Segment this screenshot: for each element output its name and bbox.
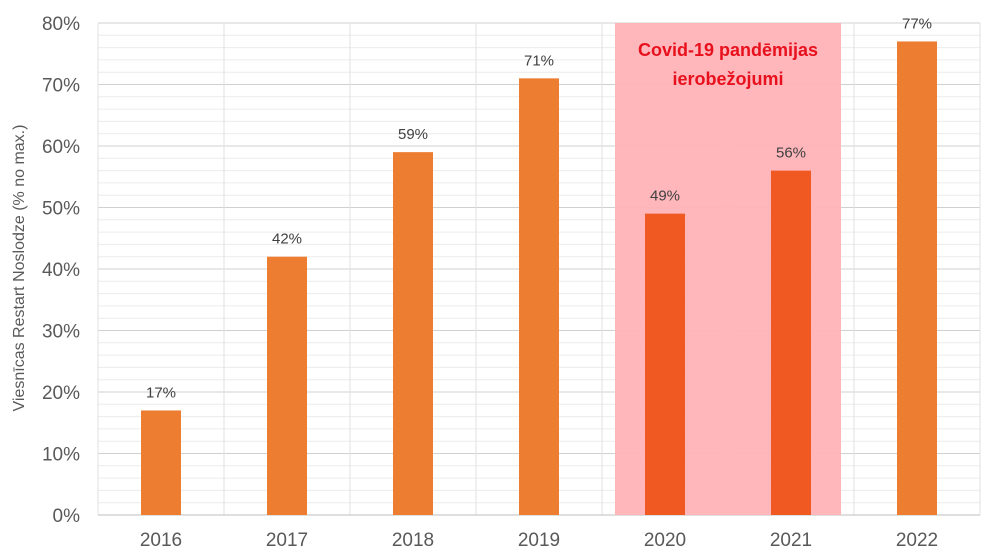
y-tick-label: 70% bbox=[42, 76, 80, 97]
bar-2017 bbox=[267, 256, 307, 515]
bar-2022 bbox=[897, 41, 937, 515]
data-label-2021: 56% bbox=[776, 145, 806, 162]
y-tick-label: 20% bbox=[42, 383, 80, 404]
bar-2016 bbox=[141, 410, 181, 515]
x-tick-label: 2018 bbox=[392, 530, 434, 551]
y-tick-label: 10% bbox=[42, 445, 80, 466]
y-tick-label: 40% bbox=[42, 260, 80, 281]
data-labels: 17% 42% 59% 71% 49% 56% 77% bbox=[146, 15, 932, 401]
data-label-2016: 17% bbox=[146, 384, 176, 401]
data-label-2017: 42% bbox=[272, 231, 302, 248]
y-tick-label: 0% bbox=[53, 506, 81, 527]
y-tick-label: 60% bbox=[42, 137, 80, 158]
x-tick-label: 2022 bbox=[896, 530, 938, 551]
y-tick-label: 80% bbox=[42, 14, 80, 35]
x-tick-labels: 2016 2017 2018 2019 2020 2021 2022 bbox=[140, 530, 938, 551]
y-tick-labels: 0% 10% 20% 30% 40% 50% 60% 70% 80% bbox=[42, 14, 80, 527]
bar-2019 bbox=[519, 78, 559, 515]
annotation-line: Covid-19 pandēmijas bbox=[638, 40, 818, 60]
bar-2018 bbox=[393, 152, 433, 515]
data-label-2018: 59% bbox=[398, 126, 428, 143]
bar-2021 bbox=[771, 170, 811, 515]
bar-2020 bbox=[645, 213, 685, 515]
y-tick-label: 50% bbox=[42, 199, 80, 220]
x-tick-label: 2016 bbox=[140, 530, 182, 551]
bars bbox=[141, 41, 937, 515]
x-tick-label: 2017 bbox=[266, 530, 308, 551]
x-tick-label: 2019 bbox=[518, 530, 560, 551]
x-tick-label: 2020 bbox=[644, 530, 686, 551]
data-label-2019: 71% bbox=[524, 52, 554, 69]
y-tick-label: 30% bbox=[42, 322, 80, 343]
annotation-line: ierobežojumi bbox=[672, 69, 783, 89]
covid-annotation: Covid-19 pandēmijas ierobežojumi bbox=[638, 40, 818, 89]
y-axis-label: Viesnīcas Restart Noslodze (% no max.) bbox=[11, 125, 28, 412]
data-label-2022: 77% bbox=[902, 15, 932, 32]
x-tick-label: 2021 bbox=[770, 530, 812, 551]
data-label-2020: 49% bbox=[650, 188, 680, 205]
